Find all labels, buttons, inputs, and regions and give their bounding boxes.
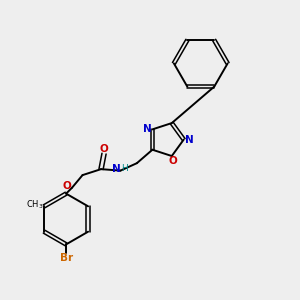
Text: Br: Br (60, 254, 73, 263)
Text: CH$_3$: CH$_3$ (26, 199, 43, 211)
Text: O: O (100, 143, 108, 154)
Text: O: O (169, 156, 178, 167)
Text: N: N (185, 134, 194, 145)
Text: H: H (121, 164, 128, 173)
Text: N: N (112, 164, 121, 174)
Text: N: N (143, 124, 152, 134)
Text: O: O (62, 182, 71, 191)
